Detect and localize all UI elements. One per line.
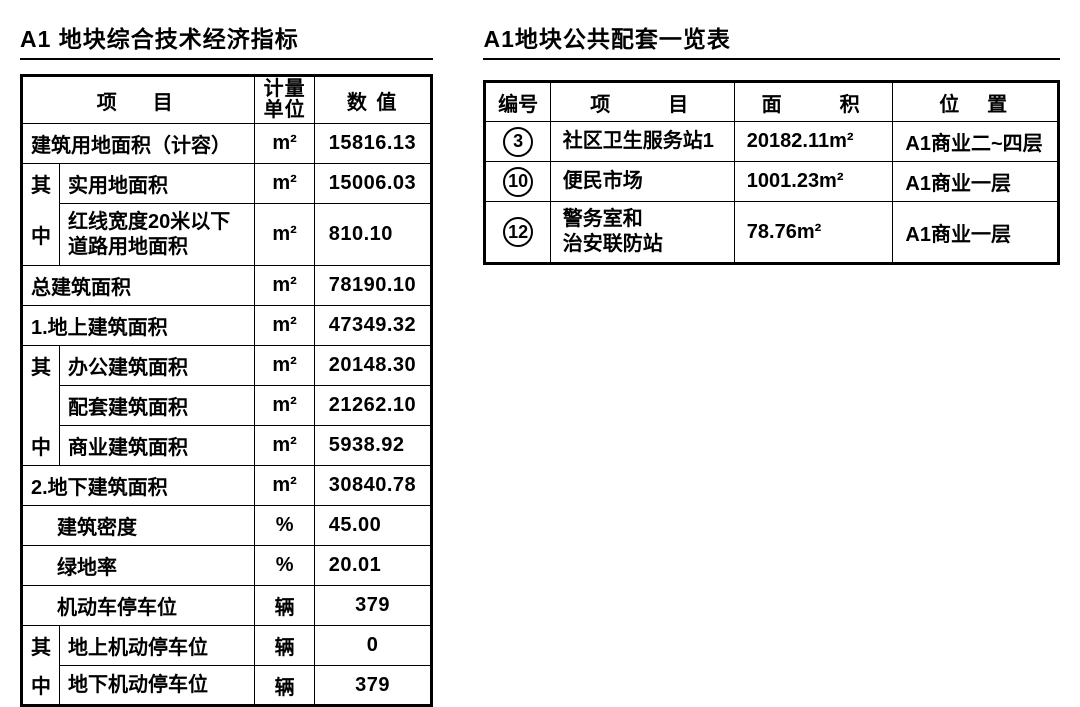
cell-unit: m² — [255, 346, 314, 386]
cell-unit: 辆 — [255, 626, 314, 666]
cell-value: 45.00 — [314, 506, 432, 546]
cell-value: 379 — [314, 666, 432, 706]
cell-item: 地上机动停车位 — [60, 626, 255, 666]
table-row: 中红线宽度20米以下道路用地面积m²810.10 — [22, 204, 432, 266]
cell-value: 20.01 — [314, 546, 432, 586]
cell-item: 配套建筑面积 — [60, 386, 255, 426]
table-row: 10 便民市场1001.23m²A1商业一层 — [485, 162, 1059, 202]
table-row: 中商业建筑面积m²5938.92 — [22, 426, 432, 466]
indicators-table: 项 目 计量单位 数 值 建筑用地面积（计容）m²15816.13其实用地面积m… — [20, 74, 433, 707]
cell-item: 办公建筑面积 — [60, 346, 255, 386]
left-title: A1 地块综合技术经济指标 — [20, 20, 433, 60]
hdr-unit: 计量单位 — [255, 76, 314, 124]
table-row: 总建筑面积m²78190.10 — [22, 266, 432, 306]
table-header-row: 项 目 计量单位 数 值 — [22, 76, 432, 124]
cell-side: 中 — [22, 204, 60, 266]
circle-number-icon: 3 — [503, 127, 533, 157]
cell-side: 其 — [22, 164, 60, 204]
table-header-row: 编号 项 目 面 积 位 置 — [485, 82, 1059, 122]
cell-item: 商业建筑面积 — [60, 426, 255, 466]
cell-item: 社区卫生服务站1 — [550, 122, 734, 162]
cell-unit: m² — [255, 204, 314, 266]
cell-side: 中 — [22, 666, 60, 706]
cell-item: 机动车停车位 — [22, 586, 255, 626]
cell-item: 地下机动停车位 — [60, 666, 255, 706]
cell-unit: m² — [255, 124, 314, 164]
table-row: 中地下机动停车位辆379 — [22, 666, 432, 706]
hdr-no: 编号 — [485, 82, 550, 122]
hdr-value: 数 值 — [314, 76, 432, 124]
cell-area: 78.76m² — [734, 202, 893, 264]
table-row: 其实用地面积m²15006.03 — [22, 164, 432, 204]
cell-value: 78190.10 — [314, 266, 432, 306]
circle-number-icon: 12 — [503, 217, 533, 247]
right-block: A1地块公共配套一览表 编号 项 目 面 积 位 置 3 社区卫生服务站12018… — [483, 20, 1060, 265]
cell-unit: % — [255, 506, 314, 546]
cell-value: 379 — [314, 586, 432, 626]
cell-side: 其 — [22, 346, 60, 386]
cell-side: 其 — [22, 626, 60, 666]
cell-item: 警务室和治安联防站 — [550, 202, 734, 264]
table-row: 12 警务室和治安联防站78.76m²A1商业一层 — [485, 202, 1059, 264]
cell-item: 建筑用地面积（计容） — [22, 124, 255, 164]
cell-item: 2.地下建筑面积 — [22, 466, 255, 506]
cell-loc: A1商业一层 — [893, 202, 1059, 264]
cell-side — [22, 386, 60, 426]
table-row: 3 社区卫生服务站120182.11m²A1商业二~四层 — [485, 122, 1059, 162]
cell-unit: m² — [255, 426, 314, 466]
cell-unit: m² — [255, 266, 314, 306]
table-row: 建筑用地面积（计容）m²15816.13 — [22, 124, 432, 164]
table-row: 机动车停车位辆379 — [22, 586, 432, 626]
cell-item: 红线宽度20米以下道路用地面积 — [60, 204, 255, 266]
cell-area: 20182.11m² — [734, 122, 893, 162]
cell-value: 0 — [314, 626, 432, 666]
hdr-loc: 位 置 — [893, 82, 1059, 122]
hdr-item: 项 目 — [22, 76, 255, 124]
cell-unit: m² — [255, 466, 314, 506]
left-block: A1 地块综合技术经济指标 项 目 计量单位 数 值 建筑用地面积（计容）m²1… — [20, 20, 433, 707]
table-row: 其地上机动停车位辆0 — [22, 626, 432, 666]
hdr-area: 面 积 — [734, 82, 893, 122]
cell-unit: m² — [255, 386, 314, 426]
cell-area: 1001.23m² — [734, 162, 893, 202]
cell-unit: m² — [255, 306, 314, 346]
cell-value: 15006.03 — [314, 164, 432, 204]
table-row: 配套建筑面积m²21262.10 — [22, 386, 432, 426]
cell-value: 30840.78 — [314, 466, 432, 506]
cell-value: 47349.32 — [314, 306, 432, 346]
cell-unit: 辆 — [255, 586, 314, 626]
cell-value: 5938.92 — [314, 426, 432, 466]
circle-number-icon: 10 — [503, 167, 533, 197]
cell-item: 绿地率 — [22, 546, 255, 586]
table-row: 1.地上建筑面积m²47349.32 — [22, 306, 432, 346]
cell-loc: A1商业一层 — [893, 162, 1059, 202]
cell-value: 15816.13 — [314, 124, 432, 164]
cell-unit: m² — [255, 164, 314, 204]
cell-item: 总建筑面积 — [22, 266, 255, 306]
table-row: 2.地下建筑面积m²30840.78 — [22, 466, 432, 506]
facilities-table: 编号 项 目 面 积 位 置 3 社区卫生服务站120182.11m²A1商业二~… — [483, 80, 1060, 265]
cell-loc: A1商业二~四层 — [893, 122, 1059, 162]
hdr-item2: 项 目 — [550, 82, 734, 122]
table-row: 其办公建筑面积m²20148.30 — [22, 346, 432, 386]
table-row: 绿地率%20.01 — [22, 546, 432, 586]
cell-side: 中 — [22, 426, 60, 466]
cell-unit: 辆 — [255, 666, 314, 706]
cell-item: 便民市场 — [550, 162, 734, 202]
cell-value: 810.10 — [314, 204, 432, 266]
cell-item: 建筑密度 — [22, 506, 255, 546]
cell-no: 10 — [485, 162, 550, 202]
table-row: 建筑密度%45.00 — [22, 506, 432, 546]
cell-item: 实用地面积 — [60, 164, 255, 204]
cell-item: 1.地上建筑面积 — [22, 306, 255, 346]
cell-value: 21262.10 — [314, 386, 432, 426]
cell-value: 20148.30 — [314, 346, 432, 386]
cell-no: 3 — [485, 122, 550, 162]
right-title: A1地块公共配套一览表 — [483, 20, 1060, 60]
cell-no: 12 — [485, 202, 550, 264]
cell-unit: % — [255, 546, 314, 586]
